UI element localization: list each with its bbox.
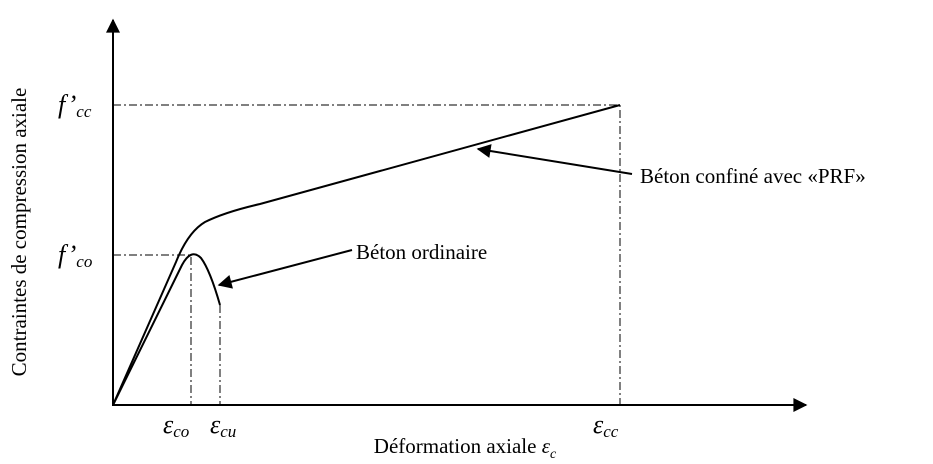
y-tick-label: f’cc: [58, 90, 92, 121]
ordinary-curve: [112, 253, 221, 406]
x-tick-label: εcu: [210, 410, 236, 441]
x-tick-label: εcc: [593, 410, 619, 441]
y-axis-label: Contraintes de compression axiale: [7, 88, 31, 377]
x-tick-label: εco: [163, 410, 189, 441]
ref-line-co: [113, 254, 192, 405]
x-axis-label: Déformation axiale εc: [374, 434, 557, 462]
arrow-confined: [476, 144, 633, 175]
annotation: Béton ordinaire: [356, 240, 487, 264]
arrow-ordinary: [217, 249, 353, 289]
confined-curve: [112, 104, 621, 406]
y-tick-label: f’co: [58, 240, 92, 271]
annotation: Béton confiné avec «PRF»: [640, 164, 866, 188]
